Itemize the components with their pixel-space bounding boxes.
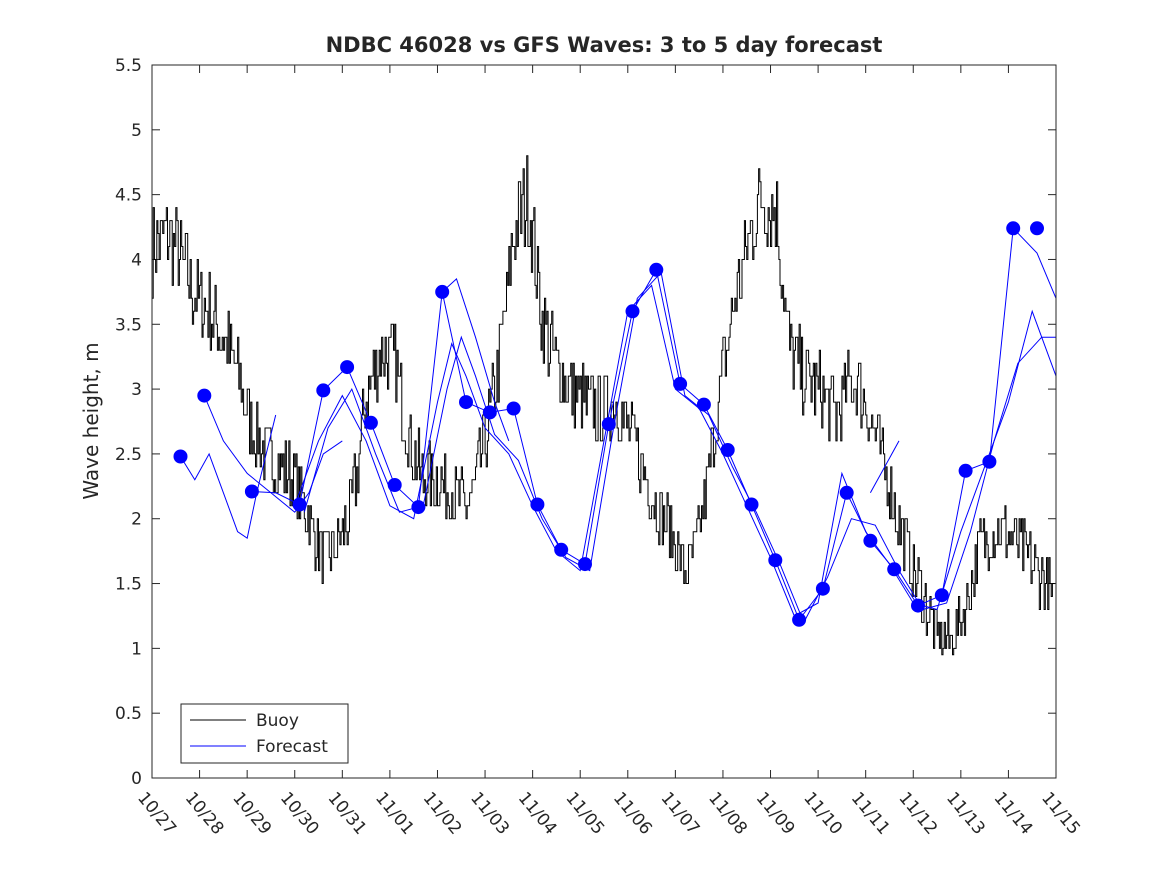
y-tick-label: 3.5 xyxy=(115,315,142,335)
forecast-marker xyxy=(744,497,759,512)
x-tick-label: 11/02 xyxy=(419,788,466,838)
forecast-marker xyxy=(244,484,259,499)
forecast-run-line xyxy=(180,414,277,540)
x-tick-label: 11/07 xyxy=(657,788,704,838)
y-tick-label: 0 xyxy=(131,769,142,789)
x-tick-label: 10/28 xyxy=(181,788,228,838)
forecast-marker xyxy=(863,533,878,548)
y-tick-label: 1.5 xyxy=(115,575,142,595)
forecast-marker xyxy=(934,588,949,603)
y-tick-label: 4.5 xyxy=(115,186,142,206)
x-tick-label: 11/03 xyxy=(466,788,513,838)
forecast-marker xyxy=(363,415,378,430)
x-tick-label: 10/31 xyxy=(323,788,370,838)
forecast-marker xyxy=(316,383,331,398)
forecast-marker xyxy=(530,497,545,512)
forecast-marker xyxy=(1030,221,1044,236)
chart-title: NDBC 46028 vs GFS Waves: 3 to 5 day fore… xyxy=(326,33,883,57)
x-tick-label: 11/11 xyxy=(847,788,894,838)
legend-box xyxy=(180,703,349,764)
y-tick-label: 4 xyxy=(131,250,142,270)
y-tick-label: 5 xyxy=(131,121,142,141)
forecast-run-line xyxy=(303,271,1056,624)
x-tick-label: 11/13 xyxy=(942,788,989,838)
forecast-marker xyxy=(197,388,212,403)
x-tick-label: 11/08 xyxy=(704,788,751,838)
x-tick-label: 10/29 xyxy=(228,788,275,838)
forecast-marker xyxy=(292,497,307,512)
forecast-run-line xyxy=(294,284,1057,617)
forecast-marker xyxy=(482,405,497,420)
forecast-marker xyxy=(696,397,711,412)
y-tick-label: 2 xyxy=(131,510,142,530)
forecast-marker xyxy=(815,581,830,596)
y-tick-label: 0.5 xyxy=(115,704,142,724)
x-tick-label: 11/01 xyxy=(371,788,418,838)
forecast-marker xyxy=(340,360,355,375)
y-tick-label: 2.5 xyxy=(115,445,142,465)
forecast-marker xyxy=(506,401,521,416)
x-tick-label: 11/04 xyxy=(514,788,561,838)
x-tick-label: 11/12 xyxy=(894,788,941,838)
legend-forecast-label: Forecast xyxy=(256,737,328,757)
forecast-marker xyxy=(887,562,902,577)
forecast-marker xyxy=(720,443,735,457)
forecast-marker xyxy=(625,304,640,319)
plot-border xyxy=(151,64,1057,779)
series-layer xyxy=(152,155,1057,656)
forecast-marker xyxy=(1006,221,1021,236)
x-tick-label: 11/05 xyxy=(561,788,608,838)
forecast-marker xyxy=(578,557,592,572)
x-tick-label: 11/14 xyxy=(990,788,1037,838)
forecast-marker xyxy=(387,478,402,492)
x-tick-label: 11/10 xyxy=(799,788,846,838)
forecast-marker xyxy=(411,500,426,515)
x-tick-label: 11/06 xyxy=(609,788,656,838)
forecast-run-line xyxy=(203,395,343,513)
forecast-marker xyxy=(768,553,783,568)
forecast-marker xyxy=(601,417,616,432)
forecast-marker xyxy=(982,454,997,469)
forecast-marker xyxy=(173,449,188,464)
forecast-marker xyxy=(911,598,925,613)
x-tick-label: 10/27 xyxy=(133,788,180,838)
forecast-marker xyxy=(839,485,854,500)
y-tick-label: 3 xyxy=(131,380,142,400)
x-tick-label: 11/09 xyxy=(752,788,799,838)
forecast-marker xyxy=(435,284,450,299)
forecast-marker xyxy=(673,376,688,391)
forecast-marker xyxy=(459,395,473,410)
legend: Buoy Forecast xyxy=(180,703,349,764)
forecast-marker xyxy=(958,463,973,478)
forecast-run-line xyxy=(441,278,510,442)
y-tick-label: 5.5 xyxy=(115,56,142,76)
forecast-marker xyxy=(649,262,664,277)
forecast-run-line xyxy=(869,440,900,494)
y-axis-label: Wave height, m xyxy=(79,342,103,499)
x-tick-label: 11/15 xyxy=(1037,788,1084,838)
y-axis-ticks: 0 0.5 1 1.5 2 2.5 3 3.5 4 4.5 5 5.5 xyxy=(115,56,1056,789)
legend-buoy-label: Buoy xyxy=(256,711,299,731)
x-tick-label: 10/30 xyxy=(276,788,323,838)
forecast-marker xyxy=(792,612,807,627)
y-tick-label: 1 xyxy=(131,639,142,659)
forecast-marker xyxy=(554,542,569,557)
